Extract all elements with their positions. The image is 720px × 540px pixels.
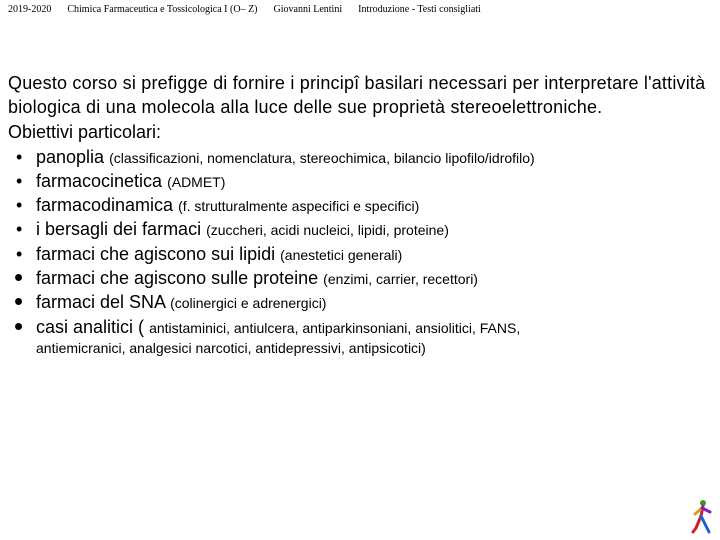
bullet-dot-icon: • — [16, 169, 22, 193]
topic-detail: (ADMET) — [167, 174, 225, 190]
topic-detail: (f. strutturalmente aspecifici e specifi… — [178, 198, 419, 214]
bullet-dot-icon: • — [16, 217, 22, 241]
topic-main: i bersagli dei farmaci — [36, 219, 206, 239]
topic-main: farmaci che agiscono sulle proteine — [36, 268, 323, 288]
topic-casi-continuation: antiemicranici, analgesici narcotici, an… — [8, 339, 712, 358]
topic-detail: (anestetici generali) — [280, 247, 402, 263]
topic-detail: (zuccheri, acidi nucleici, lipidi, prote… — [206, 222, 449, 238]
header-course: Chimica Farmaceutica e Tossicologica I (… — [67, 4, 257, 15]
bullet-dot-icon: • — [14, 317, 23, 335]
topic-bersagli: • i bersagli dei farmaci (zuccheri, acid… — [8, 217, 712, 241]
header-author: Giovanni Lentini — [274, 4, 343, 15]
topic-casi: • casi analitici ( antistaminici, antiul… — [8, 315, 712, 339]
topic-lipidi: • farmaci che agiscono sui lipidi (anest… — [8, 242, 712, 266]
topic-main: farmaci che agiscono sui lipidi — [36, 244, 280, 264]
bullet-dot-icon: • — [16, 145, 22, 169]
topic-main: casi analitici ( — [36, 317, 144, 337]
slide: 2019-2020 Chimica Farmaceutica e Tossico… — [0, 0, 720, 540]
topic-panoplia: • panoplia (classificazioni, nomenclatur… — [8, 145, 712, 169]
topic-detail: antistaminici, antiulcera, antiparkinson… — [149, 320, 520, 336]
topic-farmacodinamica: • farmacodinamica (f. strutturalmente as… — [8, 193, 712, 217]
topic-main: farmacocinetica — [36, 171, 167, 191]
objectives-heading: Obiettivi particolari: — [8, 122, 712, 143]
topic-detail: (classificazioni, nomenclatura, stereoch… — [109, 150, 535, 166]
bullet-dot-icon: • — [14, 292, 23, 310]
topic-main: farmacodinamica — [36, 195, 178, 215]
header-year: 2019-2020 — [8, 4, 51, 15]
slide-body: Questo corso si prefigge di fornire i pr… — [6, 17, 714, 358]
topic-main: farmaci del SNA — [36, 292, 170, 312]
topic-main: panoplia — [36, 147, 109, 167]
header-section: Introduzione - Testi consigliati — [358, 4, 481, 15]
bullet-dot-icon: • — [14, 268, 23, 286]
topic-detail: (enzimi, carrier, recettori) — [323, 271, 478, 287]
slide-header: 2019-2020 Chimica Farmaceutica e Tossico… — [6, 0, 714, 17]
topic-farmacocinetica: • farmacocinetica (ADMET) — [8, 169, 712, 193]
bullet-dot-icon: • — [16, 193, 22, 217]
topic-sna: • farmaci del SNA (colinergici e adrener… — [8, 290, 712, 314]
walker-icon — [686, 498, 714, 534]
intro-paragraph: Questo corso si prefigge di fornire i pr… — [8, 71, 712, 120]
topic-proteine: • farmaci che agiscono sulle proteine (e… — [8, 266, 712, 290]
topics-list: • panoplia (classificazioni, nomenclatur… — [8, 145, 712, 339]
topic-detail: (colinergici e adrenergici) — [170, 295, 326, 311]
